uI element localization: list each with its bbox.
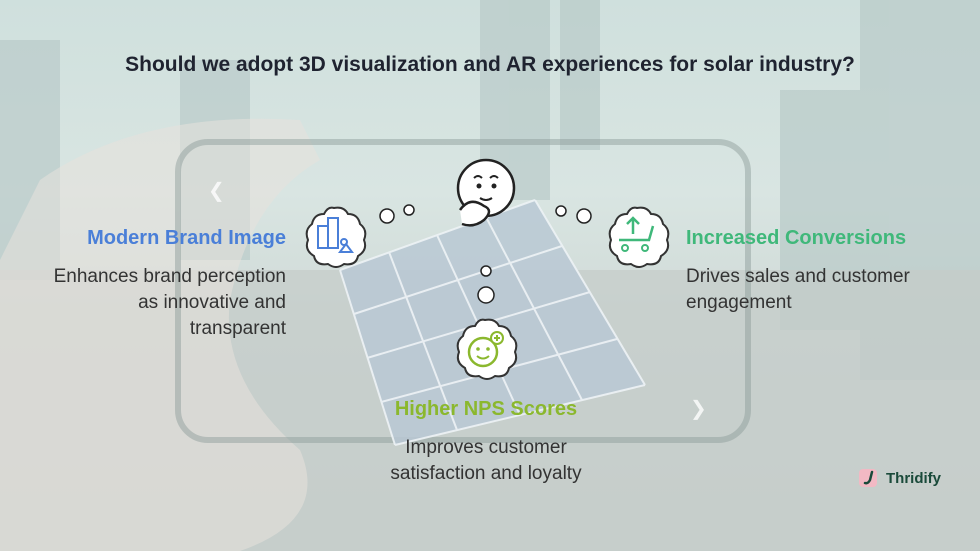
brand-image-line-2: as innovative and [138, 292, 286, 313]
page-title: Should we adopt 3D visualization and AR … [125, 53, 855, 76]
conversions-description: Drives sales and customer engagement [686, 264, 910, 316]
thinking-face-icon [456, 158, 516, 227]
shopping-cart-up-icon [608, 206, 670, 268]
chevron-left-icon[interactable]: ❮ [208, 180, 225, 202]
chevron-right-icon[interactable]: ❯ [690, 398, 707, 420]
brand-name: Thridify [886, 469, 941, 487]
smiley-plus-icon [456, 318, 518, 380]
thridify-logo-icon [859, 469, 877, 487]
brand-image-line-1: Enhances brand perception [53, 266, 286, 287]
brand-image-description: Enhances brand perception as innovative … [54, 264, 286, 342]
thought-bubbles [379, 204, 592, 304]
brand-logo: Thridify [858, 468, 941, 488]
brand-image-heading: Modern Brand Image [87, 227, 286, 249]
conversions-line-2: engagement [686, 292, 792, 313]
brand-image-line-3: transparent [189, 318, 286, 339]
buildings-icon [305, 206, 367, 268]
nps-line-2: satisfaction and loyalty [390, 463, 582, 484]
conversions-line-1: Drives sales and customer [686, 266, 910, 287]
nps-heading: Higher NPS Scores [394, 398, 578, 420]
conversions-heading: Increased Conversions [686, 227, 907, 249]
nps-line-1: Improves customer [405, 437, 567, 458]
nps-description: Improves customer satisfaction and loyal… [336, 435, 636, 487]
